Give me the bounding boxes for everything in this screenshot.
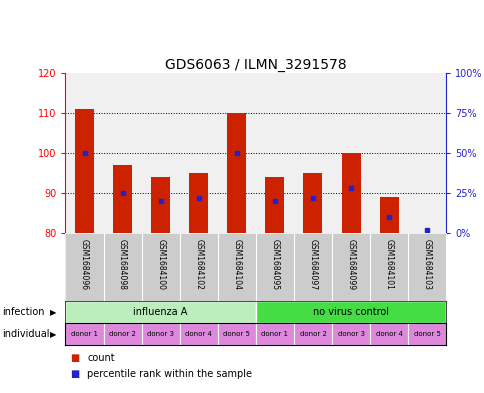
Text: count: count — [87, 353, 115, 363]
Text: donor 1: donor 1 — [71, 331, 98, 337]
Text: GSM1684096: GSM1684096 — [80, 239, 89, 290]
Text: ■: ■ — [70, 353, 79, 363]
Text: donor 3: donor 3 — [337, 331, 364, 337]
Bar — [189, 173, 208, 233]
Text: GSM1684103: GSM1684103 — [422, 239, 431, 290]
Text: GSM1684100: GSM1684100 — [156, 239, 165, 290]
Text: ▶: ▶ — [50, 330, 57, 339]
Bar — [141, 323, 179, 345]
Bar — [408, 323, 445, 345]
Bar — [65, 323, 104, 345]
Bar — [256, 301, 445, 323]
Text: donor 2: donor 2 — [299, 331, 326, 337]
Text: donor 5: donor 5 — [413, 331, 439, 337]
Text: no virus control: no virus control — [312, 307, 388, 317]
Text: GSM1684101: GSM1684101 — [384, 239, 393, 290]
Bar — [75, 109, 94, 233]
Bar — [179, 323, 217, 345]
Bar — [265, 177, 284, 233]
Bar — [331, 323, 369, 345]
Text: percentile rank within the sample: percentile rank within the sample — [87, 369, 252, 379]
Text: GSM1684095: GSM1684095 — [270, 239, 279, 290]
Text: donor 5: donor 5 — [223, 331, 250, 337]
Bar — [217, 323, 256, 345]
Text: donor 4: donor 4 — [375, 331, 402, 337]
Text: donor 3: donor 3 — [147, 331, 174, 337]
Text: donor 4: donor 4 — [185, 331, 212, 337]
Bar — [293, 323, 331, 345]
Bar — [256, 323, 293, 345]
Bar — [227, 113, 246, 233]
Bar — [65, 301, 256, 323]
Text: influenza A: influenza A — [133, 307, 187, 317]
Bar — [379, 197, 398, 233]
Text: donor 1: donor 1 — [261, 331, 288, 337]
Bar — [303, 173, 322, 233]
Bar — [151, 177, 170, 233]
Text: ▶: ▶ — [50, 308, 57, 317]
Bar — [113, 165, 132, 233]
Title: GDS6063 / ILMN_3291578: GDS6063 / ILMN_3291578 — [165, 58, 346, 72]
Text: ■: ■ — [70, 369, 79, 379]
Text: GSM1684097: GSM1684097 — [308, 239, 317, 290]
Bar — [341, 153, 360, 233]
Text: GSM1684104: GSM1684104 — [232, 239, 241, 290]
Text: infection: infection — [2, 307, 45, 317]
Text: GSM1684102: GSM1684102 — [194, 239, 203, 290]
Text: individual: individual — [2, 329, 50, 339]
Text: GSM1684099: GSM1684099 — [346, 239, 355, 290]
Bar — [369, 323, 408, 345]
Text: donor 2: donor 2 — [109, 331, 136, 337]
Bar — [103, 323, 141, 345]
Text: GSM1684098: GSM1684098 — [118, 239, 127, 290]
